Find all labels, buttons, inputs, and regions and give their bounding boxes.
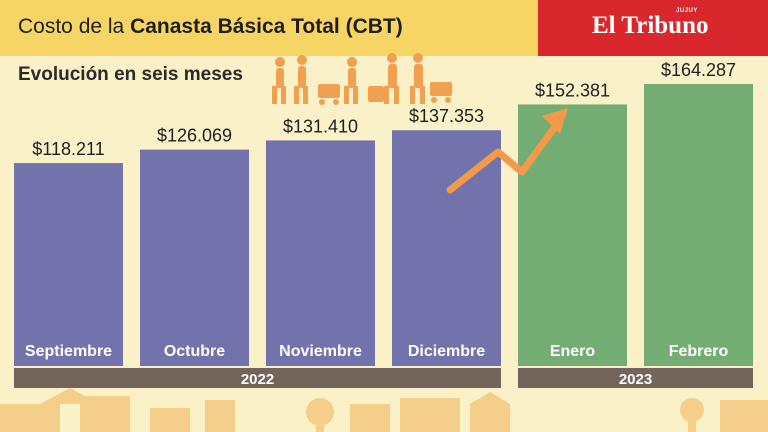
bar-febrero: [644, 84, 753, 366]
chart-title: Costo de la Canasta Básica Total (CBT): [18, 15, 403, 38]
bar-enero: [518, 104, 627, 367]
el-tribuno-logo: El Tribuno: [592, 12, 709, 39]
value-label-octubre: $126.069: [157, 126, 232, 146]
chart-subtitle: Evolución en seis meses: [18, 64, 243, 85]
value-label-enero: $152.381: [535, 80, 610, 100]
bar-noviembre: [266, 140, 375, 366]
category-label-febrero: Febrero: [669, 343, 729, 360]
bar-octubre: [140, 149, 249, 366]
value-label-diciembre: $137.353: [409, 106, 484, 126]
category-label-octubre: Octubre: [164, 343, 225, 360]
logo-box: [538, 0, 768, 56]
year-label-2022: 2022: [241, 371, 274, 388]
year-band-2022: [14, 368, 501, 388]
bar-diciembre: [392, 130, 501, 366]
value-label-noviembre: $131.410: [283, 116, 358, 136]
category-label-enero: Enero: [550, 343, 596, 360]
category-label-noviembre: Noviembre: [279, 343, 362, 360]
trend-arrow-head: [542, 108, 568, 134]
category-label-diciembre: Diciembre: [408, 343, 485, 360]
logo-jujuy-label: JUJUY: [676, 8, 698, 14]
year-band-2023: [518, 368, 753, 388]
value-label-septiembre: $118.211: [32, 139, 104, 159]
year-label-2023: 2023: [619, 371, 652, 388]
value-label-febrero: $164.287: [661, 60, 736, 80]
category-label-septiembre: Septiembre: [25, 343, 112, 360]
trend-arrow-line: [446, 116, 564, 194]
bar-septiembre: [14, 163, 123, 366]
